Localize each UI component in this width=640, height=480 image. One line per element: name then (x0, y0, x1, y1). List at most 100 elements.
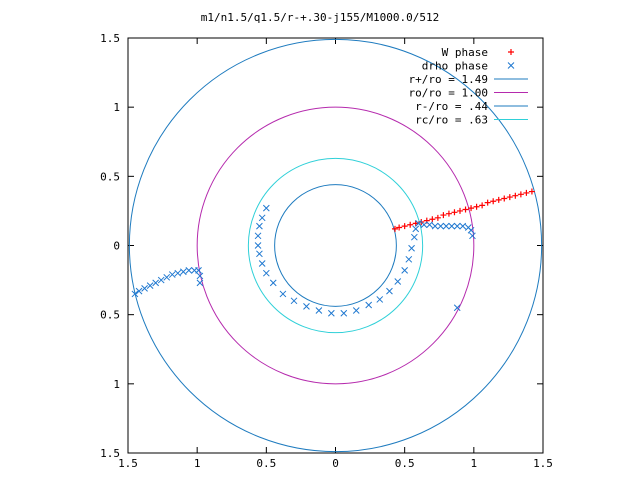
drho-phase-point (269, 279, 277, 287)
w-phase-point (457, 207, 463, 214)
circle-curve (247, 157, 424, 334)
legend-entry-marker (508, 49, 514, 55)
x-tick-label: 0 (332, 457, 339, 470)
drho-phase-point (431, 222, 439, 230)
axes: 1.5 1 0.5 0 0.5 1 1.51.510.500.511.5 (100, 32, 553, 470)
y-tick-label: 1.5 (100, 447, 120, 460)
y-tick-label: 1 (113, 378, 120, 391)
drho-phase-point (412, 225, 420, 233)
drho-phase-point (448, 222, 456, 230)
drho-phase-point (179, 268, 187, 276)
x-tick-label: 1.5 (118, 457, 138, 470)
chart-title: m1/n1.5/q1.5/r-+.30-j155/M1000.0/512 (201, 11, 439, 24)
drho-phase-point (459, 222, 467, 230)
drho-phase-point (254, 232, 262, 240)
w-phase-point (401, 223, 408, 230)
x-tick-label: 0.5 (256, 457, 276, 470)
w-phase-point (440, 212, 447, 219)
w-phase-point (468, 205, 475, 212)
drho-phase-point (157, 276, 165, 284)
w-phase-point (506, 194, 513, 201)
legend-entry-label: ro/ro = 1.00 (409, 87, 488, 100)
w-phase-point (523, 189, 530, 196)
legend-entry-label: r-/ro = .44 (415, 100, 488, 113)
drho-phase-point (256, 250, 263, 258)
legend-entry-label: rc/ro = .63 (415, 114, 488, 127)
w-phase-point (479, 202, 486, 209)
x-tick-label: 1.5 (533, 457, 553, 470)
x-tick-label: 0.5 (395, 457, 415, 470)
drho-phase-point (405, 255, 413, 263)
drho-phase-point (258, 260, 266, 267)
w-phase-point (495, 196, 502, 203)
data-points (131, 188, 535, 317)
drho-phase-point (410, 233, 418, 241)
drho-phase-point (442, 222, 450, 230)
drho-phase-point (262, 204, 270, 212)
x-tick-label: 1 (471, 457, 478, 470)
drho-phase-point (340, 309, 348, 317)
drho-phase-point (174, 269, 182, 277)
circle-curves (128, 38, 543, 453)
drho-phase-point (453, 222, 461, 230)
circle-curve (128, 38, 543, 453)
legend-entry-label: drho phase (422, 60, 488, 73)
w-phase-point (407, 221, 414, 228)
y-tick-label: 0.5 (100, 170, 120, 183)
circle-curve (196, 106, 475, 385)
w-phase-point (423, 217, 430, 224)
y-tick-label: 0.5 (100, 309, 120, 322)
w-phase-point (473, 203, 480, 210)
w-phase-point (501, 195, 508, 202)
drho-phase-point (168, 271, 176, 278)
drho-phase-point (152, 279, 160, 287)
drho-phase-point (420, 221, 428, 229)
drho-phase-point (352, 307, 360, 314)
drho-phase-point (437, 222, 444, 230)
drho-phase-point (467, 226, 475, 234)
drho-phase-point (262, 269, 270, 277)
w-phase-point (528, 188, 535, 195)
legend-entry-marker (507, 62, 515, 69)
drho-phase-point (386, 287, 393, 295)
w-phase-point (490, 198, 497, 205)
y-tick-label: 0 (113, 240, 120, 253)
drho-phase-point (376, 296, 384, 303)
drho-phase-point (185, 267, 193, 274)
w-phase-point (429, 216, 436, 223)
legend-entry-label: W phase (442, 46, 488, 59)
drho-phase-point (146, 282, 154, 289)
w-phase-point (445, 210, 452, 217)
w-phase-point (391, 225, 398, 232)
drho-phase-point (415, 220, 422, 227)
drho-phase-point (135, 287, 143, 295)
x-tick-label: 1 (194, 457, 201, 470)
drho-phase-point (254, 242, 262, 249)
w-phase-point (517, 191, 524, 198)
drho-phase-point (365, 301, 373, 309)
drho-phase-point (426, 221, 433, 229)
drho-phase-point (303, 303, 310, 310)
w-phase-point (412, 220, 419, 227)
drho-phase-point (315, 307, 323, 314)
drho-phase-point (327, 309, 335, 317)
w-phase-point (462, 206, 469, 213)
w-phase-point (512, 192, 519, 199)
drho-phase-point (256, 222, 263, 230)
w-phase-point (484, 199, 491, 206)
drho-phase-point (453, 304, 461, 312)
drho-phase-point (469, 232, 476, 240)
drho-phase-point (141, 285, 148, 292)
drho-phase-point (163, 273, 171, 281)
y-tick-label: 1 (113, 101, 120, 114)
drho-phase-point (195, 267, 202, 274)
drho-phase-point (196, 279, 204, 287)
y-tick-label: 1.5 (100, 32, 120, 45)
drho-phase-point (394, 278, 402, 285)
w-phase-point (396, 224, 403, 231)
drho-phase-point (196, 272, 204, 280)
w-phase-point (434, 214, 441, 221)
drho-phase-point (401, 267, 409, 274)
